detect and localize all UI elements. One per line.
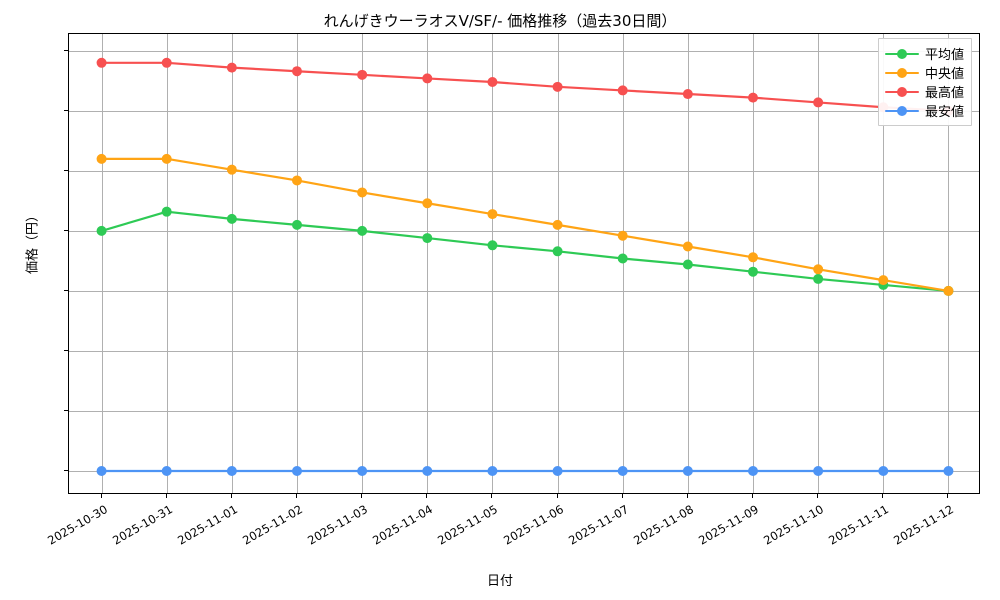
- x-tick-mark: [491, 494, 493, 498]
- legend-item-中央値[interactable]: 中央値: [885, 63, 964, 82]
- y-tick-mark: [64, 289, 68, 291]
- legend-marker-dot: [897, 67, 907, 78]
- gridline-vertical: [427, 34, 429, 493]
- y-tick-mark: [64, 49, 68, 51]
- legend-item-最安値[interactable]: 最安値: [885, 101, 964, 120]
- gridline-horizontal: [69, 470, 979, 472]
- x-tick-label: 2025-11-07: [565, 502, 631, 548]
- y-tick-mark: [64, 409, 68, 411]
- legend-swatch-icon: [885, 105, 919, 117]
- x-axis-label: 日付: [486, 574, 513, 589]
- x-tick-mark: [882, 494, 884, 498]
- legend-marker-dot: [897, 105, 907, 116]
- legend-swatch-icon: [885, 86, 919, 98]
- legend-marker-dot: [897, 48, 907, 59]
- legend-swatch-icon: [885, 67, 919, 79]
- gridline-vertical: [492, 34, 494, 493]
- y-tick-mark: [64, 229, 68, 231]
- x-tick-label: 2025-11-12: [891, 502, 957, 548]
- chart-title: れんげきウーラオスV/SF/- 価格推移（過去30日間）: [323, 12, 677, 30]
- series-最高値: [96, 57, 954, 116]
- y-tick-mark: [64, 469, 68, 471]
- x-tick-label: 2025-11-03: [305, 502, 371, 548]
- y-tick-mark: [64, 349, 68, 351]
- gridline-vertical: [687, 34, 689, 493]
- y-tick-mark: [64, 169, 68, 171]
- gridline-horizontal: [69, 350, 979, 352]
- gridline-vertical: [557, 34, 559, 493]
- gridline-horizontal: [69, 50, 979, 52]
- gridline-horizontal: [69, 410, 979, 412]
- legend-label: 最安値: [925, 105, 965, 120]
- gridline-horizontal: [69, 170, 979, 172]
- legend-marker-dot: [897, 86, 907, 97]
- gridline-horizontal: [69, 230, 979, 232]
- x-tick-label: 2025-11-02: [240, 502, 305, 548]
- gridline-vertical: [362, 34, 364, 493]
- x-tick-mark: [230, 494, 232, 498]
- gridline-vertical: [818, 34, 820, 493]
- x-tick-label: 2025-11-11: [826, 502, 892, 548]
- gridline-horizontal: [69, 290, 979, 292]
- series-中央値: [96, 153, 954, 296]
- gridline-vertical: [101, 34, 103, 493]
- legend-label: 中央値: [925, 67, 965, 82]
- gridline-vertical: [297, 34, 298, 493]
- x-tick-mark: [426, 494, 428, 498]
- x-tick-label: 2025-11-05: [435, 502, 501, 548]
- x-tick-mark: [817, 494, 819, 498]
- gridline-vertical: [753, 34, 754, 493]
- x-tick-mark: [100, 494, 102, 498]
- x-tick-mark: [296, 494, 297, 498]
- series-line: [100, 61, 950, 112]
- series-平均値: [96, 206, 954, 296]
- x-tick-label: 2025-11-06: [500, 502, 566, 548]
- legend-label: 平均値: [925, 48, 965, 63]
- y-tick-mark: [64, 109, 68, 111]
- x-tick-label: 2025-10-31: [109, 502, 175, 548]
- x-tick-mark: [752, 494, 753, 498]
- x-tick-mark: [361, 494, 363, 498]
- x-tick-mark: [621, 494, 623, 498]
- legend-item-最高値[interactable]: 最高値: [885, 82, 964, 101]
- x-tick-mark: [165, 494, 167, 498]
- gridline-vertical: [166, 34, 168, 493]
- gridline-vertical: [622, 34, 624, 493]
- gridline-vertical: [231, 34, 233, 493]
- x-tick-mark: [947, 494, 949, 498]
- series-layer: [96, 57, 954, 476]
- y-axis-label: 価格（円）: [25, 209, 41, 275]
- legend-item-平均値[interactable]: 平均値: [885, 44, 964, 63]
- x-tick-label: 2025-11-10: [761, 502, 827, 548]
- plot-area: [68, 33, 980, 494]
- series-line: [100, 210, 950, 293]
- x-tick-mark: [686, 494, 688, 498]
- legend-swatch-icon: [885, 48, 919, 60]
- x-tick-label: 2025-11-08: [630, 502, 696, 548]
- gridline-horizontal: [69, 110, 979, 112]
- series-line: [100, 157, 950, 293]
- chart-legend: 平均値中央値最高値最安値: [878, 38, 973, 126]
- x-tick-label: 2025-11-04: [370, 502, 436, 548]
- x-tick-label: 2025-11-01: [174, 502, 240, 548]
- x-tick-mark: [556, 494, 558, 498]
- x-tick-label: 2025-11-09: [696, 502, 761, 548]
- legend-label: 最高値: [925, 86, 965, 101]
- x-tick-label: 2025-10-30: [44, 502, 110, 548]
